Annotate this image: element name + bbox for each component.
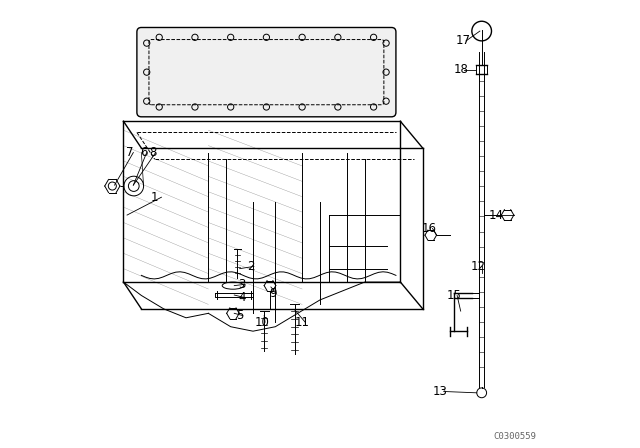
Text: 9: 9 bbox=[269, 287, 277, 300]
Text: 8: 8 bbox=[149, 146, 156, 159]
Text: 4: 4 bbox=[238, 291, 246, 304]
Text: 18: 18 bbox=[453, 64, 468, 77]
Text: 15: 15 bbox=[447, 289, 461, 302]
Text: 6: 6 bbox=[140, 146, 147, 159]
Text: C0300559: C0300559 bbox=[493, 431, 536, 440]
Text: 16: 16 bbox=[422, 222, 437, 235]
Text: 7: 7 bbox=[127, 146, 134, 159]
Text: 10: 10 bbox=[255, 316, 269, 329]
Text: 2: 2 bbox=[247, 260, 255, 273]
FancyBboxPatch shape bbox=[137, 27, 396, 117]
Text: 14: 14 bbox=[489, 209, 504, 222]
Text: 17: 17 bbox=[456, 34, 470, 47]
Text: 11: 11 bbox=[294, 316, 310, 329]
Text: 1: 1 bbox=[151, 191, 159, 204]
Text: 12: 12 bbox=[471, 260, 486, 273]
Text: 3: 3 bbox=[238, 278, 246, 291]
Text: 5: 5 bbox=[236, 309, 243, 322]
Text: 13: 13 bbox=[433, 385, 448, 398]
